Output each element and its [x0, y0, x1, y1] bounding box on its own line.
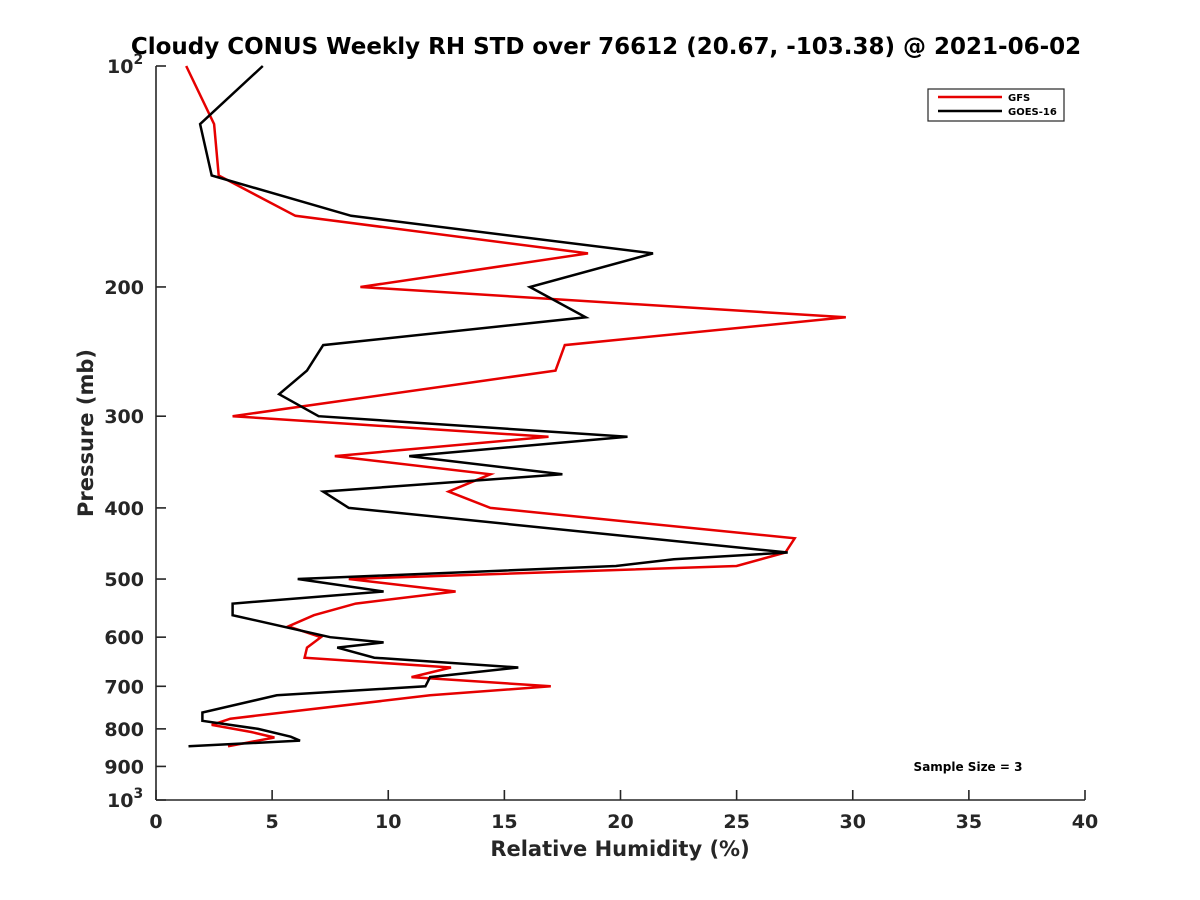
y-tick-label: 400 — [104, 498, 144, 520]
series-line-goes16 — [188, 65, 788, 748]
legend-label-goes16: GOES-16 — [1008, 107, 1057, 118]
x-tick-label: 35 — [956, 811, 982, 833]
y-tick-label: 600 — [104, 627, 144, 649]
y-tick-label: 900 — [104, 756, 144, 778]
y-tick-label: 800 — [104, 719, 144, 741]
x-tick-label: 15 — [491, 811, 517, 833]
y-tick-label: 300 — [104, 406, 144, 428]
y-tick-label: 103 — [107, 786, 143, 812]
legend-box — [927, 88, 1065, 122]
y-ticks: 102 200 300 400 500 600 700 800 900 103 — [104, 52, 166, 812]
legend: GFS GOES-16 — [927, 88, 1065, 122]
x-tick-label: 10 — [375, 811, 401, 833]
y-axis-label: Pressure (mb) — [74, 349, 98, 517]
y-tick-label: 200 — [104, 277, 144, 299]
x-tick-label: 5 — [266, 811, 279, 833]
y-tick-label: 700 — [104, 676, 144, 698]
plot-lines — [185, 65, 846, 748]
y-tick-label: 102 — [107, 52, 143, 78]
x-axis-label: Relative Humidity (%) — [490, 837, 749, 861]
x-ticks: 0 5 10 15 20 25 30 35 40 — [149, 790, 1098, 833]
x-tick-label: 30 — [840, 811, 866, 833]
x-tick-label: 20 — [607, 811, 633, 833]
legend-label-gfs: GFS — [1008, 93, 1030, 104]
x-tick-label: 40 — [1072, 811, 1098, 833]
x-tick-label: 0 — [149, 811, 162, 833]
series-line-gfs — [185, 65, 846, 748]
x-tick-label: 25 — [723, 811, 749, 833]
y-tick-label: 500 — [104, 569, 144, 591]
chart-title: Cloudy CONUS Weekly RH STD over 76612 (2… — [131, 34, 1081, 60]
sample-size-annotation: Sample Size = 3 — [914, 760, 1023, 774]
